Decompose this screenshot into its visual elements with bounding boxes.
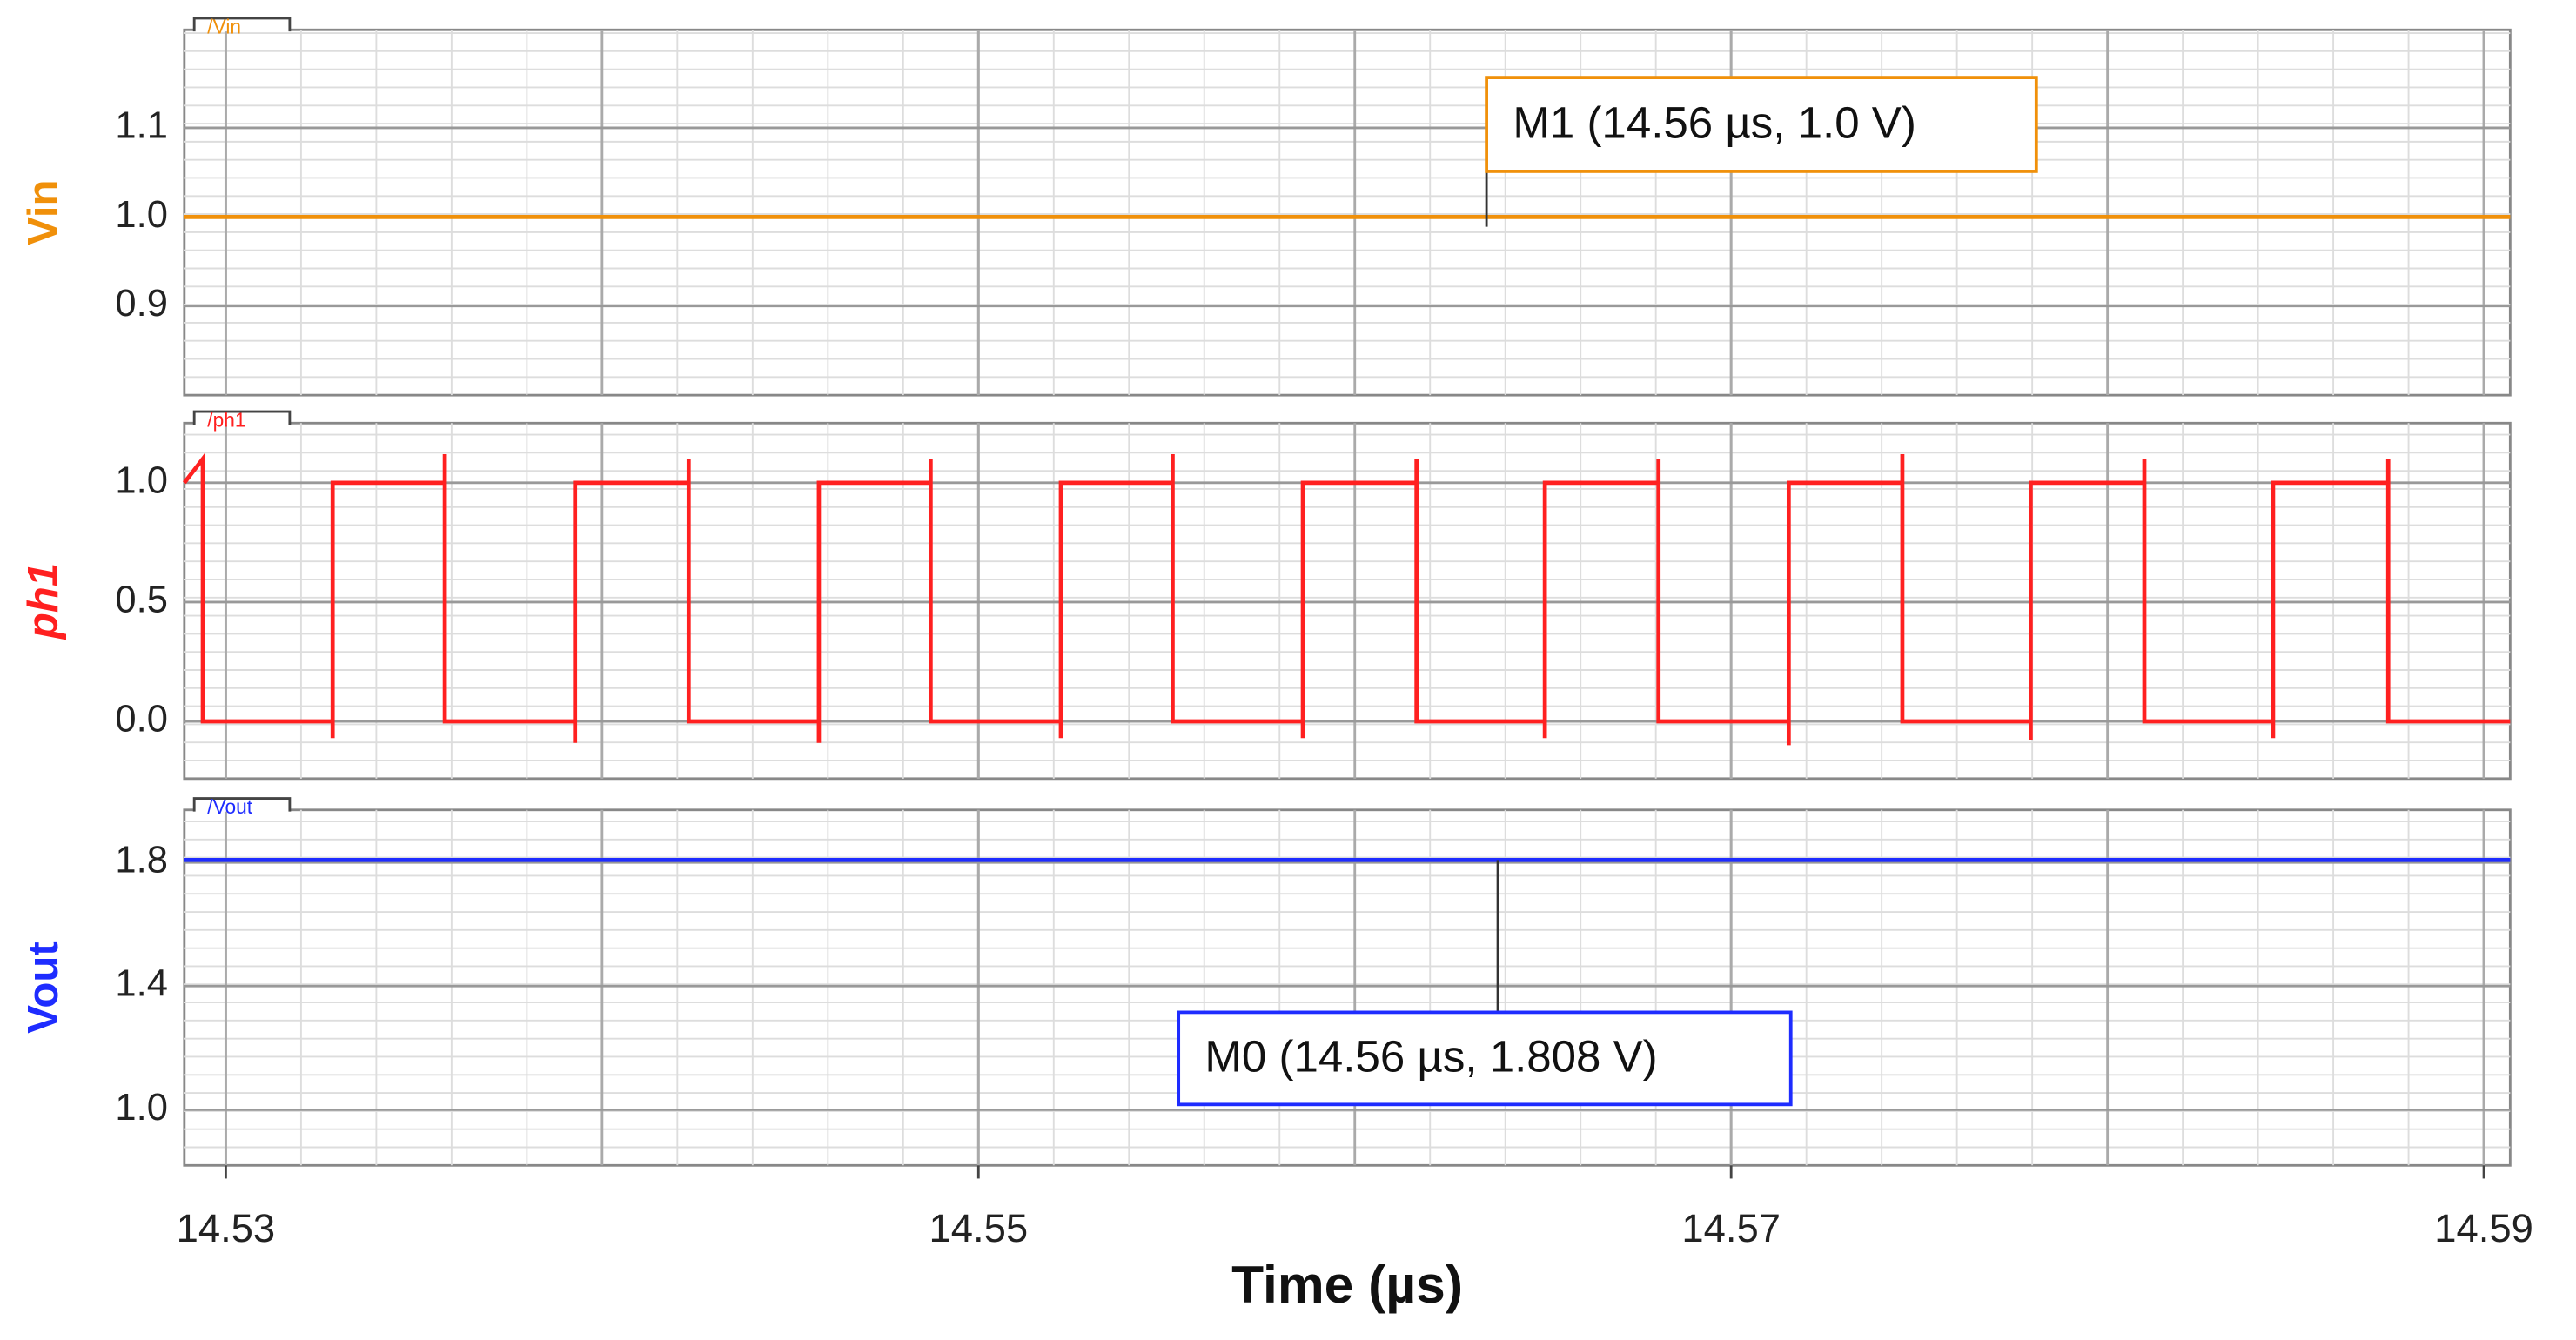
- trace-label: /Vout: [207, 795, 252, 818]
- trace-label: /Vin: [207, 15, 241, 37]
- y-axis-title: Vin: [19, 179, 67, 245]
- y-tick-label: 1.4: [115, 963, 167, 1005]
- x-tick-label: 14.57: [1681, 1206, 1781, 1250]
- y-tick-label: 1.0: [115, 1087, 167, 1129]
- y-tick-label: 1.0: [115, 459, 167, 501]
- trace-tab: [192, 797, 292, 812]
- x-tick-label: 14.55: [929, 1206, 1029, 1250]
- marker-box: [1485, 76, 2038, 173]
- y-tick-label: 0.9: [115, 283, 167, 325]
- x-axis-title: Time (µs): [1231, 1255, 1463, 1314]
- plot-area: [183, 28, 2512, 397]
- y-tick-label: 0.0: [115, 699, 167, 740]
- x-tick-label: 14.59: [2434, 1206, 2533, 1250]
- marker-box: [1177, 1010, 1793, 1107]
- y-tick-label: 0.5: [115, 579, 167, 620]
- marker-label: M0 (14.56 µs, 1.808 V): [1204, 1032, 1657, 1082]
- series-line: [182, 452, 2511, 746]
- y-tick-label: 1.8: [115, 840, 167, 881]
- y-tick-label: 1.1: [115, 104, 167, 146]
- y-tick-label: 1.0: [115, 194, 167, 236]
- y-axis-title: ph1: [19, 563, 67, 640]
- marker-label: M1 (14.56 µs, 1.0 V): [1513, 97, 1916, 147]
- y-axis-title: Vout: [19, 941, 67, 1034]
- trace-label: /ph1: [207, 408, 245, 431]
- x-tick-label: 14.53: [177, 1206, 276, 1250]
- trace-tab: [192, 17, 292, 32]
- trace-tab: [192, 410, 292, 425]
